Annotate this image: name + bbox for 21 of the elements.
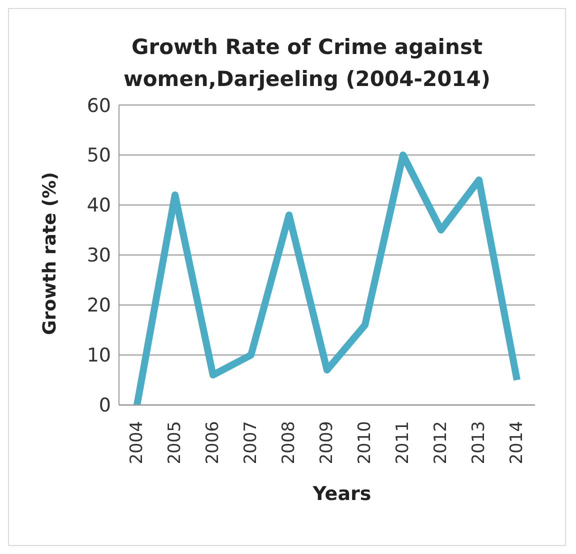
y-tick-label: 40 <box>86 194 111 217</box>
x-tick-label: 2011 <box>393 421 413 464</box>
y-tick-label: 10 <box>86 344 111 367</box>
x-tick-label: 2004 <box>127 421 147 464</box>
x-axis-title: Years <box>312 483 372 505</box>
y-tick-label: 0 <box>98 394 111 417</box>
x-tick-label: 2008 <box>279 421 299 464</box>
x-tick-label: 2010 <box>355 421 375 464</box>
y-tick-label: 30 <box>86 244 111 267</box>
y-tick-label: 60 <box>86 94 111 117</box>
y-tick-label: 20 <box>86 294 111 317</box>
x-tick-label: 2009 <box>317 421 337 464</box>
x-tick-label: 2012 <box>431 421 451 464</box>
x-tick-label: 2007 <box>241 421 261 464</box>
chart-title: Growth Rate of Crime against women,Darjeeling (2004-2014) <box>122 34 492 93</box>
x-tick-label: 2006 <box>203 421 223 464</box>
x-tick-label: 2013 <box>469 421 489 464</box>
y-axis-title: Growth rate (%) <box>39 172 60 335</box>
x-tick-label: 2005 <box>165 421 185 464</box>
y-tick-label: 50 <box>86 144 111 167</box>
x-tick-label: 2014 <box>507 421 527 464</box>
